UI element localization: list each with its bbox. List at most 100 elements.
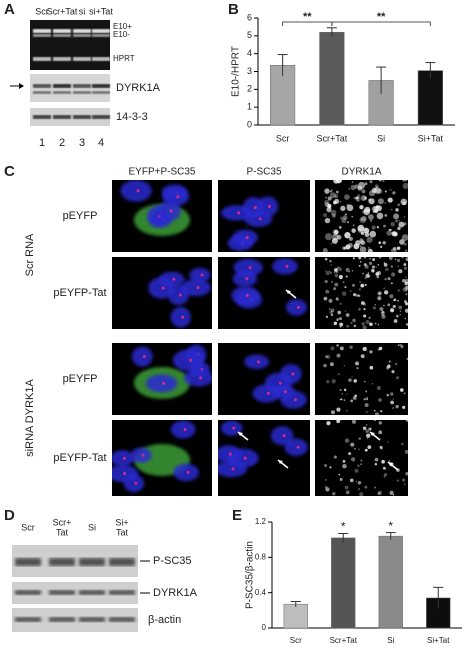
- signal: [396, 376, 400, 380]
- signal: [351, 420, 357, 424]
- speckle: [161, 286, 165, 290]
- error-bar: [277, 54, 288, 76]
- signal: [349, 478, 354, 483]
- signal: [404, 276, 407, 279]
- signal: [368, 316, 371, 319]
- signal: [337, 266, 340, 269]
- significance: *: [341, 520, 346, 534]
- signal: [380, 311, 385, 316]
- signal: [358, 437, 361, 440]
- nucleus: [112, 464, 139, 483]
- signal: [363, 196, 368, 200]
- signal: [361, 322, 365, 326]
- signal: [382, 241, 386, 245]
- nucleus: [218, 445, 242, 463]
- speckle: [181, 315, 185, 319]
- signal: [386, 393, 390, 397]
- speckle: [293, 398, 297, 402]
- signal: [389, 490, 394, 495]
- signal: [342, 459, 346, 463]
- signal: [390, 309, 392, 311]
- signal: [333, 272, 336, 274]
- signal: [325, 233, 333, 241]
- column-header: DYRK1A: [341, 167, 381, 178]
- signal: [376, 225, 380, 229]
- signal: [397, 265, 399, 268]
- signal: [334, 273, 339, 278]
- signal: [403, 392, 406, 395]
- signal: [390, 272, 396, 277]
- signal: [364, 182, 368, 186]
- nucleus: [120, 180, 152, 202]
- signal: [380, 245, 383, 249]
- signal: [360, 231, 365, 235]
- signal: [383, 475, 386, 478]
- blot-band: [53, 91, 71, 94]
- signal: [328, 298, 333, 303]
- micrograph: [218, 420, 310, 496]
- signal: [396, 246, 401, 251]
- signal: [369, 230, 377, 238]
- signal: [392, 304, 396, 309]
- signal: [360, 283, 365, 288]
- y-tick-label: 1: [247, 102, 252, 112]
- signal: [406, 420, 408, 422]
- signal: [382, 466, 386, 470]
- speckle: [228, 452, 232, 456]
- x-tick-label: Scr+Tat: [316, 133, 347, 143]
- speckle: [257, 360, 261, 364]
- signal: [354, 293, 358, 297]
- signal: [404, 301, 408, 305]
- signal: [367, 247, 370, 249]
- x-tick-label: Si+Tat: [418, 133, 444, 143]
- nucleus: [270, 426, 294, 446]
- significance-label: **: [377, 11, 386, 23]
- speckle: [178, 293, 182, 297]
- signal: [391, 370, 395, 374]
- signal: [350, 184, 356, 191]
- signal: [351, 228, 356, 233]
- arrow-head: [238, 432, 243, 436]
- signal: [345, 275, 348, 278]
- signal: [360, 240, 366, 246]
- signal: [357, 199, 359, 202]
- signal: [342, 291, 347, 296]
- signal: [340, 216, 344, 220]
- signal: [355, 197, 361, 202]
- signal: [325, 196, 328, 199]
- band-label: P-SC35: [153, 555, 192, 567]
- signal: [360, 354, 365, 359]
- blot-band: [109, 558, 135, 566]
- signal: [330, 263, 333, 266]
- signal: [342, 281, 345, 284]
- signal: [333, 287, 337, 291]
- arrow-head: [370, 432, 375, 436]
- signal: [402, 405, 406, 409]
- signal: [358, 448, 360, 451]
- nucleus: [232, 229, 259, 246]
- signal: [395, 208, 399, 212]
- signal: [325, 355, 328, 359]
- group-label: siRNA DYRK1A: [24, 379, 36, 457]
- signal: [371, 225, 376, 230]
- signal: [405, 472, 408, 476]
- gel-band: [92, 57, 110, 61]
- signal: [364, 277, 367, 279]
- y-tick-label: 6: [247, 12, 252, 22]
- signal: [401, 234, 408, 241]
- signal: [328, 270, 331, 273]
- signal: [339, 302, 342, 305]
- signal: [344, 213, 347, 216]
- signal: [322, 247, 328, 252]
- band-label: HPRT: [113, 54, 135, 63]
- signal: [324, 217, 331, 224]
- signal: [361, 189, 366, 194]
- micrograph: [218, 257, 310, 329]
- signal: [354, 468, 359, 473]
- signal: [361, 301, 365, 305]
- signal: [384, 472, 388, 477]
- signal: [352, 257, 355, 260]
- signal: [336, 420, 341, 424]
- blot-band: [53, 115, 71, 119]
- signal: [359, 245, 362, 248]
